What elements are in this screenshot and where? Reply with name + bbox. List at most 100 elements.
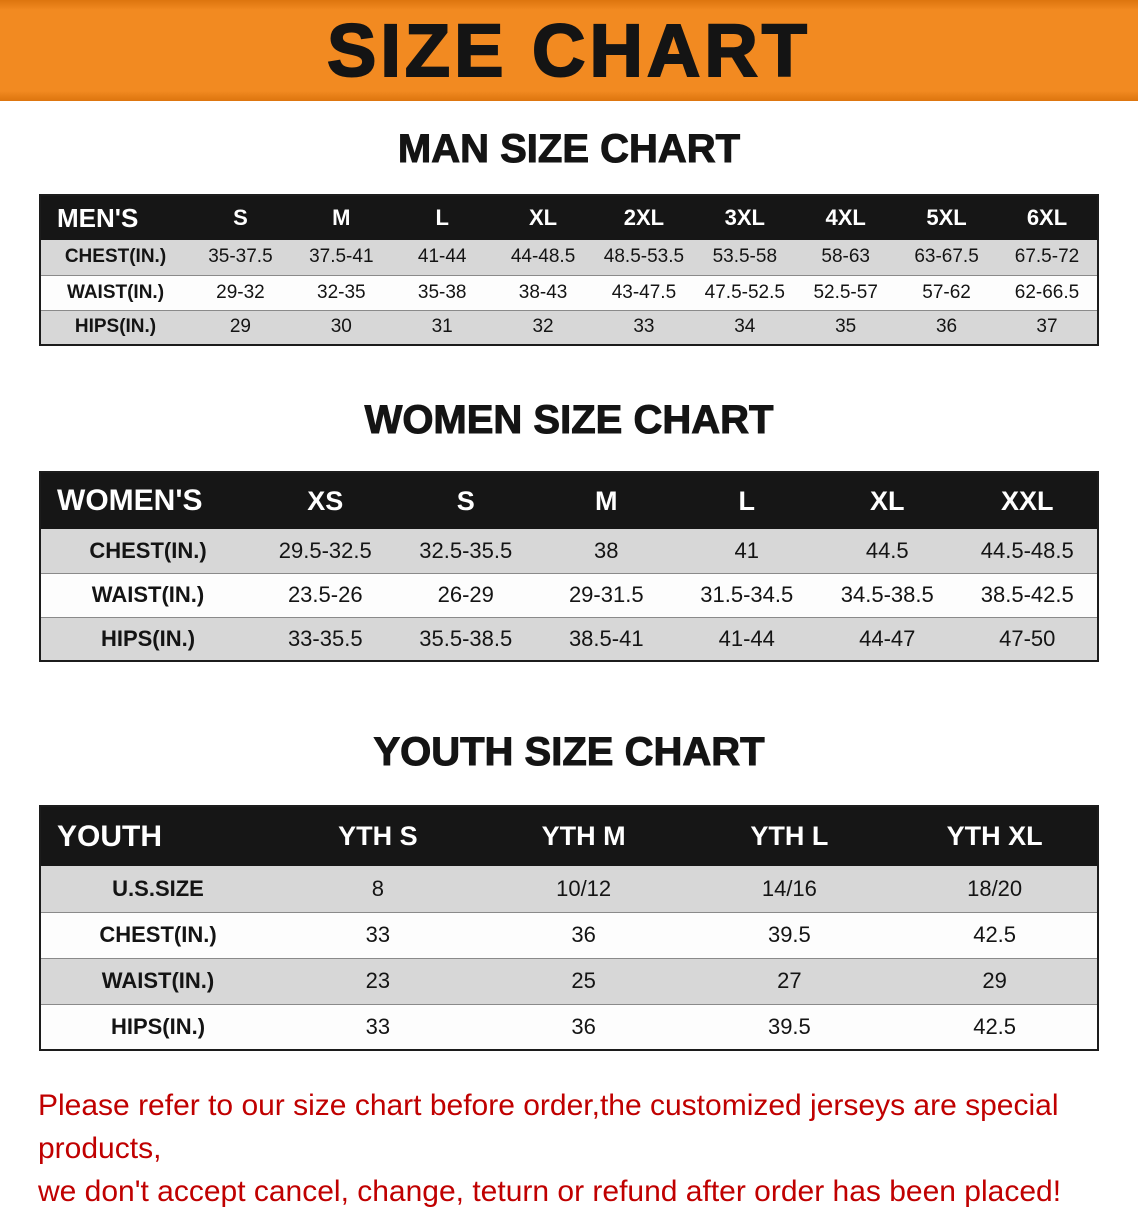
size-value: 32	[532, 316, 554, 338]
row-label: HIPS(IN.)	[74, 316, 157, 338]
size-value: 33-35.5	[287, 625, 363, 651]
size-column-header: XL	[492, 195, 594, 240]
size-value: 29	[229, 316, 251, 338]
size-value: 25	[571, 968, 596, 993]
size-value: 35.5-38.5	[419, 625, 513, 651]
table-head: YOUTH YTH S YTH M YTH L YTH XL	[40, 806, 1098, 866]
size-value: 31	[431, 316, 453, 338]
youth-size-section: YOUTH SIZE CHART YOUTH YTH S YTH M YTH L YTH…	[0, 730, 1138, 1051]
table-row: WAIST(IN.) 23.5-26 26-29 29-31.5 31.5-34.5 34…	[40, 573, 1098, 617]
size-value: 26-29	[437, 582, 494, 607]
size-value: 44.5	[865, 537, 909, 563]
table-corner-label: WOMEN'S	[40, 472, 255, 529]
size-column-header: XS	[255, 472, 396, 529]
table-head: WOMEN'S XS S M L XL XXL	[40, 472, 1098, 529]
banner: SIZE CHART	[0, 0, 1138, 101]
size-column-header: 6XL	[997, 195, 1098, 240]
youth-section-heading: YOUTH SIZE CHART	[373, 730, 765, 775]
row-label: WAIST(IN.)	[91, 582, 205, 607]
size-column-header: 5XL	[896, 195, 997, 240]
women-size-section: WOMEN SIZE CHART WOMEN'S XS S M L XL XXL CHEST…	[0, 398, 1138, 662]
size-value: 39.5	[767, 1013, 811, 1039]
size-value: 29.5-32.5	[278, 537, 372, 563]
table-corner-label: MEN'S	[40, 195, 190, 240]
table-row: U.S.SIZE 8 10/12 14/16 18/20	[40, 866, 1098, 912]
table-header-row: WOMEN'S XS S M L XL XXL	[40, 472, 1098, 529]
size-value: 36	[571, 1013, 596, 1039]
row-label: HIPS(IN.)	[110, 1013, 206, 1039]
size-column-header: L	[391, 195, 493, 240]
table-row: CHEST(IN.) 35-37.5 37.5-41 41-44 44-48.5 48.5…	[40, 240, 1098, 275]
size-value: 44.5-48.5	[980, 537, 1074, 563]
size-column-header: M	[536, 472, 677, 529]
table-row: CHEST(IN.) 29.5-32.5 32.5-35.5 38 41 44.5 44.5…	[40, 529, 1098, 573]
size-value: 44-47	[859, 625, 916, 651]
men-size-table: MEN'S S M L XL 2XL 3XL 4XL 5XL 6XL CHEST(IN.) 35-3…	[39, 194, 1099, 346]
size-column-header: XL	[817, 472, 958, 529]
table-header-row: YOUTH YTH S YTH M YTH L YTH XL	[40, 806, 1098, 866]
size-value: 37	[1036, 316, 1058, 338]
table-body: CHEST(IN.) 35-37.5 37.5-41 41-44 44-48.5 48.5…	[40, 240, 1098, 345]
women-size-table: WOMEN'S XS S M L XL XXL CHEST(IN.) 29.5-32.5 32.…	[39, 471, 1099, 662]
size-value: 33	[633, 316, 655, 338]
size-column-header: XXL	[957, 472, 1098, 529]
size-value: 38-43	[518, 281, 568, 303]
size-value: 42.5	[973, 1013, 1017, 1039]
size-value: 39.5	[767, 922, 811, 947]
size-value: 10/12	[556, 875, 612, 901]
size-value: 63-67.5	[914, 246, 979, 268]
size-value: 67.5-72	[1014, 246, 1080, 268]
row-label: WAIST(IN.)	[66, 281, 165, 303]
size-value: 57-62	[922, 281, 971, 303]
size-column-header: L	[676, 472, 817, 529]
size-value: 27	[777, 968, 802, 993]
size-value: 38	[594, 537, 619, 563]
size-value: 35	[835, 316, 857, 338]
disclaimer-line-2: we don't accept cancel, change, teturn o…	[38, 1174, 1062, 1208]
size-value: 34.5-38.5	[840, 582, 934, 607]
page-title: SIZE CHART	[326, 8, 811, 92]
size-value: 58-63	[821, 246, 870, 268]
size-column-header: YTH XL	[892, 806, 1098, 866]
row-label: CHEST(IN.)	[99, 922, 217, 947]
table-row: WAIST(IN.) 29-32 32-35 35-38 38-43 43-47.5 47.…	[40, 275, 1098, 310]
size-value: 33	[365, 1013, 391, 1039]
size-value: 37.5-41	[309, 246, 374, 268]
size-value: 18/20	[967, 875, 1023, 901]
table-row: CHEST(IN.) 33 36 39.5 42.5	[40, 912, 1098, 958]
size-value: 35-37.5	[208, 246, 273, 268]
size-column-header: YTH S	[275, 806, 481, 866]
table-row: WAIST(IN.) 23 25 27 29	[40, 958, 1098, 1004]
size-value: 14/16	[761, 875, 817, 901]
size-column-header: M	[290, 195, 392, 240]
size-value: 41-44	[417, 246, 467, 268]
size-value: 34	[734, 316, 756, 338]
table-row: HIPS(IN.) 29 30 31 32 33 34 35 36 37	[40, 310, 1098, 345]
size-value: 62-66.5	[1014, 281, 1080, 303]
size-column-header: 2XL	[593, 195, 695, 240]
size-column-header: YTH L	[686, 806, 893, 866]
size-column-header: YTH M	[480, 806, 687, 866]
size-value: 38.5-41	[568, 625, 644, 651]
size-value: 8	[371, 875, 384, 901]
size-value: 53.5-58	[712, 246, 778, 268]
table-body: CHEST(IN.) 29.5-32.5 32.5-35.5 38 41 44.5 44.5…	[40, 529, 1098, 661]
men-section-heading: MAN SIZE CHART	[397, 127, 741, 172]
size-value: 29-31.5	[568, 582, 644, 607]
size-value: 42.5	[973, 922, 1017, 947]
table-body: U.S.SIZE 8 10/12 14/16 18/20 CHEST(IN.) 33 36 39…	[40, 866, 1098, 1050]
row-label: U.S.SIZE	[112, 875, 204, 901]
table-row: HIPS(IN.) 33-35.5 35.5-38.5 38.5-41 41-44 44-…	[40, 617, 1098, 661]
row-label: CHEST(IN.)	[89, 537, 207, 563]
men-size-section: MAN SIZE CHART MEN'S S M L XL 2XL 3XL 4XL 5XL 6XL…	[0, 127, 1138, 346]
size-value: 47-50	[999, 625, 1056, 651]
size-value: 38.5-42.5	[980, 582, 1074, 607]
size-column-header: S	[395, 472, 536, 529]
table-row: HIPS(IN.) 33 36 39.5 42.5	[40, 1004, 1098, 1050]
women-section-heading: WOMEN SIZE CHART	[364, 398, 774, 443]
table-corner-label: YOUTH	[40, 806, 275, 866]
table-head: MEN'S S M L XL 2XL 3XL 4XL 5XL 6XL	[40, 195, 1098, 240]
size-value: 52.5-57	[813, 281, 878, 303]
row-label: HIPS(IN.)	[100, 625, 196, 651]
